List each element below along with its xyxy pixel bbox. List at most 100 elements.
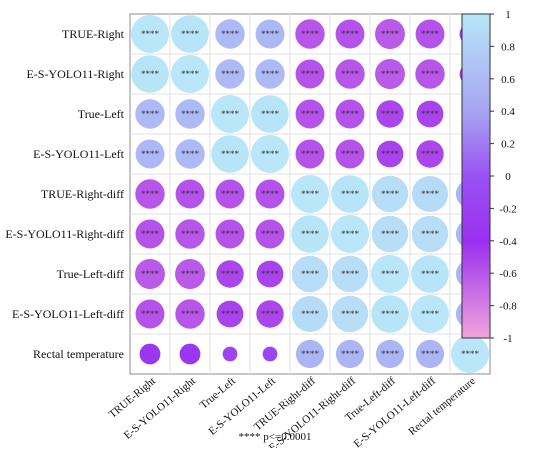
colorbar-ticks: 1 0.8 0.6 0.4 0.2 0 -0.2 -0.4 -0.6 -0.8 -1 [490,9,517,345]
significance-stars: **** [181,269,200,279]
correlation-circle [295,19,325,49]
correlation-circle [415,339,445,369]
significance-stars: **** [341,109,360,119]
colorbar-tick-label: 0.8 [501,41,515,53]
correlation-circle [451,335,489,373]
correlation-circle [179,343,201,365]
correlation-circle [175,299,205,329]
significance-stars: **** [381,109,400,119]
colorbar-tick-label: -0.2 [499,203,516,215]
significance-stars: **** [301,229,320,239]
significance-stars: **** [221,69,240,79]
significance-stars: **** [301,109,320,119]
colorbar-tick-label: -0.6 [499,268,517,280]
correlation-circle [411,175,449,213]
significance-stars: **** [181,29,200,39]
correlation-circle [256,260,284,288]
colorbar: 1 0.8 0.6 0.4 0.2 0 -0.2 -0.4 -0.6 -0.8 -1 [461,9,517,345]
significance-stars: **** [461,349,480,359]
correlation-circle [215,179,245,209]
correlation-circle [139,343,161,365]
significance-stars: **** [181,309,200,319]
correlation-circle [175,139,205,169]
significance-stars: **** [301,349,320,359]
row-label: TRUE-Right [62,27,125,41]
colorbar-tick-label: 0.4 [501,106,515,118]
correlation-circle [216,260,244,288]
correlation-circle [375,59,405,89]
correlation-circle [335,99,365,129]
correlation-circle [262,346,278,362]
colorbar-tick-label: 0.2 [501,139,515,151]
correlation-circle [175,179,205,209]
significance-stars: **** [421,189,440,199]
correlation-circle [331,295,369,333]
significance-stars: **** [381,349,400,359]
significance-stars: **** [381,189,400,199]
significance-stars: **** [261,189,280,199]
correlation-circle [371,215,409,253]
colorbar-tick-label: 0.6 [501,74,515,86]
significance-stars: **** [341,69,360,79]
significance-stars: **** [421,309,440,319]
significance-stars: **** [221,269,240,279]
correlation-circle [215,19,245,49]
correlation-circle [295,139,325,169]
significance-stars: **** [261,149,280,159]
significance-stars: **** [341,229,360,239]
significance-stars: **** [221,309,240,319]
correlation-circle [375,19,405,49]
row-label: Rectal temperature [33,347,124,361]
correlation-circle [215,219,245,249]
row-label: E-S-YOLO11-Right [26,67,124,81]
significance-stars: **** [181,189,200,199]
significance-stars: **** [141,189,160,199]
significance-stars: **** [421,29,440,39]
correlation-circle [256,300,284,328]
correlation-circle [335,59,365,89]
row-label: True-Left [78,107,125,121]
correlation-circle [291,295,329,333]
row-labels: TRUE-Right E-S-YOLO11-Right True-Left E-S-Y… [5,27,124,361]
colorbar-gradient [461,13,491,339]
correlation-circle [215,59,245,89]
row-label: TRUE-Right-diff [41,187,124,201]
correlation-circle [135,259,165,289]
significance-stars: **** [141,109,160,119]
correlation-circle [211,95,249,133]
significance-stars: **** [381,149,400,159]
correlation-circle [295,59,325,89]
significance-stars: **** [141,229,160,239]
correlation-circle [251,95,289,133]
correlation-circle [175,99,205,129]
significance-stars: **** [301,189,320,199]
significance-stars: **** [381,69,400,79]
correlation-circle [131,15,169,53]
significance-stars: **** [141,269,160,279]
significance-stars: **** [261,269,280,279]
correlation-circle [411,215,449,253]
correlation-circle [211,135,249,173]
significance-stars: **** [261,309,280,319]
correlation-circle [415,59,445,89]
row-label: True-Left-diff [57,267,124,281]
row-label: E-S-YOLO11-Left-diff [12,307,124,321]
correlation-circle [371,295,409,333]
significance-stars: **** [301,69,320,79]
correlation-circle [255,59,285,89]
significance-stars: **** [181,69,200,79]
significance-stars: **** [381,29,400,39]
correlation-circle [135,139,165,169]
significance-stars: **** [221,29,240,39]
significance-stars: **** [221,229,240,239]
correlation-circle [331,175,369,213]
colorbar-tick-label: -0.8 [499,301,517,313]
significance-stars: **** [341,189,360,199]
correlation-circle [255,219,285,249]
correlation-circle [255,19,285,49]
significance-stars: **** [421,229,440,239]
colorbar-tick-label: 0 [505,171,511,183]
correlation-circle [175,259,205,289]
row-label: E-S-YOLO11-Left [33,147,125,161]
